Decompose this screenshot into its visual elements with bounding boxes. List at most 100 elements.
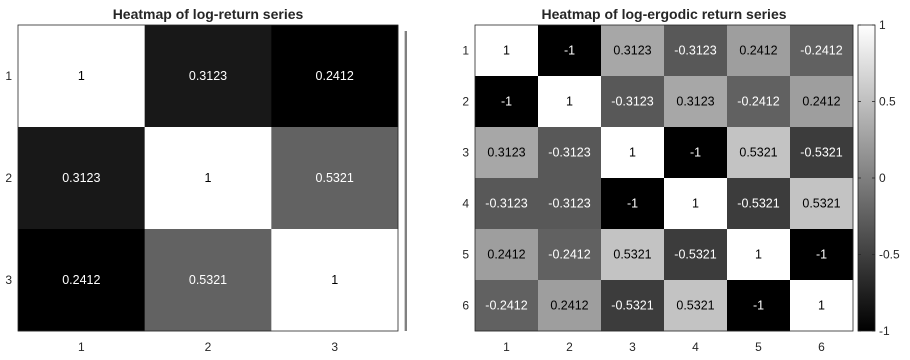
heatmap-2-cell-label: -0.5321 bbox=[800, 146, 842, 160]
heatmap-2-cell-label: -0.2412 bbox=[800, 44, 842, 58]
heatmap-2-cell-label: -0.5321 bbox=[674, 248, 716, 262]
heatmap-2-cell-label: 0.2412 bbox=[550, 299, 588, 313]
heatmap-2-cell-label: 0.5321 bbox=[802, 197, 840, 211]
heatmap-2-title: Heatmap of log-ergodic return series bbox=[541, 6, 786, 22]
heatmap-2-cell bbox=[538, 76, 602, 128]
heatmap-2-cell-label: -1 bbox=[564, 44, 575, 58]
heatmap-1-cell bbox=[18, 229, 145, 332]
heatmap-2-cell-label: -0.3123 bbox=[548, 146, 590, 160]
heatmap-2-cell bbox=[727, 25, 791, 77]
colorbar-tick-label: 1 bbox=[879, 18, 886, 32]
heatmap-2-cell bbox=[664, 25, 728, 77]
heatmap-1-cell bbox=[144, 25, 272, 128]
heatmap-2-col-label: 1 bbox=[503, 340, 510, 354]
heatmap-2-row-label: 3 bbox=[462, 146, 469, 160]
heatmap-2-cell bbox=[727, 280, 791, 332]
heatmap-1-col-label: 3 bbox=[331, 340, 338, 354]
heatmap-2-cell-label: 0.2412 bbox=[487, 248, 525, 262]
heatmap-2-cell-label: 1 bbox=[503, 44, 510, 58]
heatmap-2-cell bbox=[475, 127, 539, 179]
heatmap-1-cell bbox=[271, 127, 399, 230]
heatmap-2-cell bbox=[475, 76, 539, 128]
heatmap-1-cells: 1 0.3123 0.2412 0.3123 1 0.5321 0.2412 0.5321 1 bbox=[18, 25, 399, 332]
heatmap-2-cell-label: 0.5321 bbox=[676, 299, 714, 313]
heatmap-2-cell bbox=[790, 127, 854, 179]
heatmap-2-col-label: 6 bbox=[818, 340, 825, 354]
heatmap-2-cell bbox=[727, 76, 791, 128]
heatmap-2-cell-label: 0.5321 bbox=[739, 146, 777, 160]
heatmap-2-ticks: 1 2 3 4 5 6 1 2 3 4 5 6 bbox=[462, 44, 825, 355]
heatmap-2-cell-label: -0.3123 bbox=[611, 95, 653, 109]
heatmap-2-cell-label: 0.3123 bbox=[676, 95, 714, 109]
heatmap-2-cell bbox=[790, 25, 854, 77]
heatmap-1-row-label: 2 bbox=[5, 171, 12, 185]
colorbar-tick-label: -1 bbox=[879, 324, 890, 338]
heatmap-1-cell-label: 0.2412 bbox=[316, 69, 354, 83]
heatmap-2-cell bbox=[538, 127, 602, 179]
heatmap-2-cell bbox=[601, 76, 665, 128]
heatmap-2-col-label: 3 bbox=[629, 340, 636, 354]
heatmap-2-cell-label: 1 bbox=[755, 248, 762, 262]
heatmap-1-cell bbox=[271, 229, 399, 332]
heatmap-1-cell-label: 1 bbox=[205, 171, 212, 185]
heatmap-2-cell-label: -0.3123 bbox=[485, 197, 527, 211]
heatmap-2-frame bbox=[474, 24, 854, 332]
heatmap-2-cell-label: 1 bbox=[818, 299, 825, 313]
heatmap-1-cell bbox=[18, 127, 145, 230]
heatmap-2-cell-label: -0.2412 bbox=[485, 299, 527, 313]
heatmap-1-cell-label: 0.5321 bbox=[189, 273, 227, 287]
heatmap-2-cell bbox=[664, 76, 728, 128]
heatmap-2-cell-label: 1 bbox=[629, 146, 636, 160]
colorbar: 1 0.5 0 -0.5 -1 bbox=[857, 18, 900, 338]
heatmap-2-col-label: 5 bbox=[755, 340, 762, 354]
heatmap-2-cell-label: -0.3123 bbox=[674, 44, 716, 58]
heatmap-2-cell-label: -1 bbox=[753, 299, 764, 313]
heatmap-1-cell-label: 0.3123 bbox=[189, 69, 227, 83]
heatmap-1-cell bbox=[144, 127, 272, 230]
heatmap-2-row-label: 6 bbox=[462, 299, 469, 313]
heatmap-1-col-label: 1 bbox=[78, 340, 85, 354]
heatmap-2-cell bbox=[664, 178, 728, 230]
heatmap-2-cell-label: 0.5321 bbox=[613, 248, 651, 262]
heatmap-2-cell-label: -0.2412 bbox=[737, 95, 779, 109]
heatmap-2-cell-label: -1 bbox=[816, 248, 827, 262]
heatmap-2-cell bbox=[727, 127, 791, 179]
heatmap-2-cell bbox=[538, 280, 602, 332]
heatmap-1-row-label: 3 bbox=[5, 273, 12, 287]
heatmap-2-cell-label: 0.3123 bbox=[487, 146, 525, 160]
heatmap-2-cell-label: 1 bbox=[566, 95, 573, 109]
heatmap-1-title: Heatmap of log-return series bbox=[113, 6, 304, 22]
heatmap-1-cell bbox=[18, 25, 145, 128]
heatmap-2-cell bbox=[601, 25, 665, 77]
heatmap-2-cell bbox=[538, 25, 602, 77]
heatmap-2-cell bbox=[601, 280, 665, 332]
heatmap-2-cell-label: 0.3123 bbox=[613, 44, 651, 58]
heatmap-2-cell-label: 0.2412 bbox=[739, 44, 777, 58]
heatmap-2-cell bbox=[601, 127, 665, 179]
heatmap-2-cell bbox=[601, 229, 665, 281]
heatmap-1-cell bbox=[144, 229, 272, 332]
heatmap-2-cell bbox=[790, 280, 854, 332]
heatmap-2-cell bbox=[664, 229, 728, 281]
heatmap-2-cell bbox=[538, 229, 602, 281]
heatmap-2-cell-label: -0.5321 bbox=[611, 299, 653, 313]
heatmap-2-cell bbox=[664, 280, 728, 332]
heatmap-2-cell-label: 0.2412 bbox=[802, 95, 840, 109]
heatmap-1-cell-label: 1 bbox=[78, 69, 85, 83]
heatmap-1-cell bbox=[271, 25, 399, 128]
heatmap-2-row-label: 5 bbox=[462, 248, 469, 262]
heatmap-2-cell-label: -1 bbox=[690, 146, 701, 160]
heatmap-log-ergodic-return: Heatmap of log-ergodic return series 1 -1… bbox=[462, 6, 854, 355]
heatmap-2-cell bbox=[727, 178, 791, 230]
heatmap-1-row-label: 1 bbox=[5, 69, 12, 83]
heatmap-2-cell bbox=[475, 25, 539, 77]
colorbar-tick-label: -0.5 bbox=[879, 248, 900, 262]
heatmap-log-return: Heatmap of log-return series 1 0.3123 0.24… bbox=[5, 6, 407, 354]
heatmap-2-row-label: 1 bbox=[462, 44, 469, 58]
heatmap-2-cell-label: -0.2412 bbox=[548, 248, 590, 262]
heatmap-2-row-label: 4 bbox=[462, 197, 469, 211]
heatmap-2-cell bbox=[790, 178, 854, 230]
heatmap-2-cell-label: 1 bbox=[692, 197, 699, 211]
heatmap-2-cell-label: -1 bbox=[501, 95, 512, 109]
